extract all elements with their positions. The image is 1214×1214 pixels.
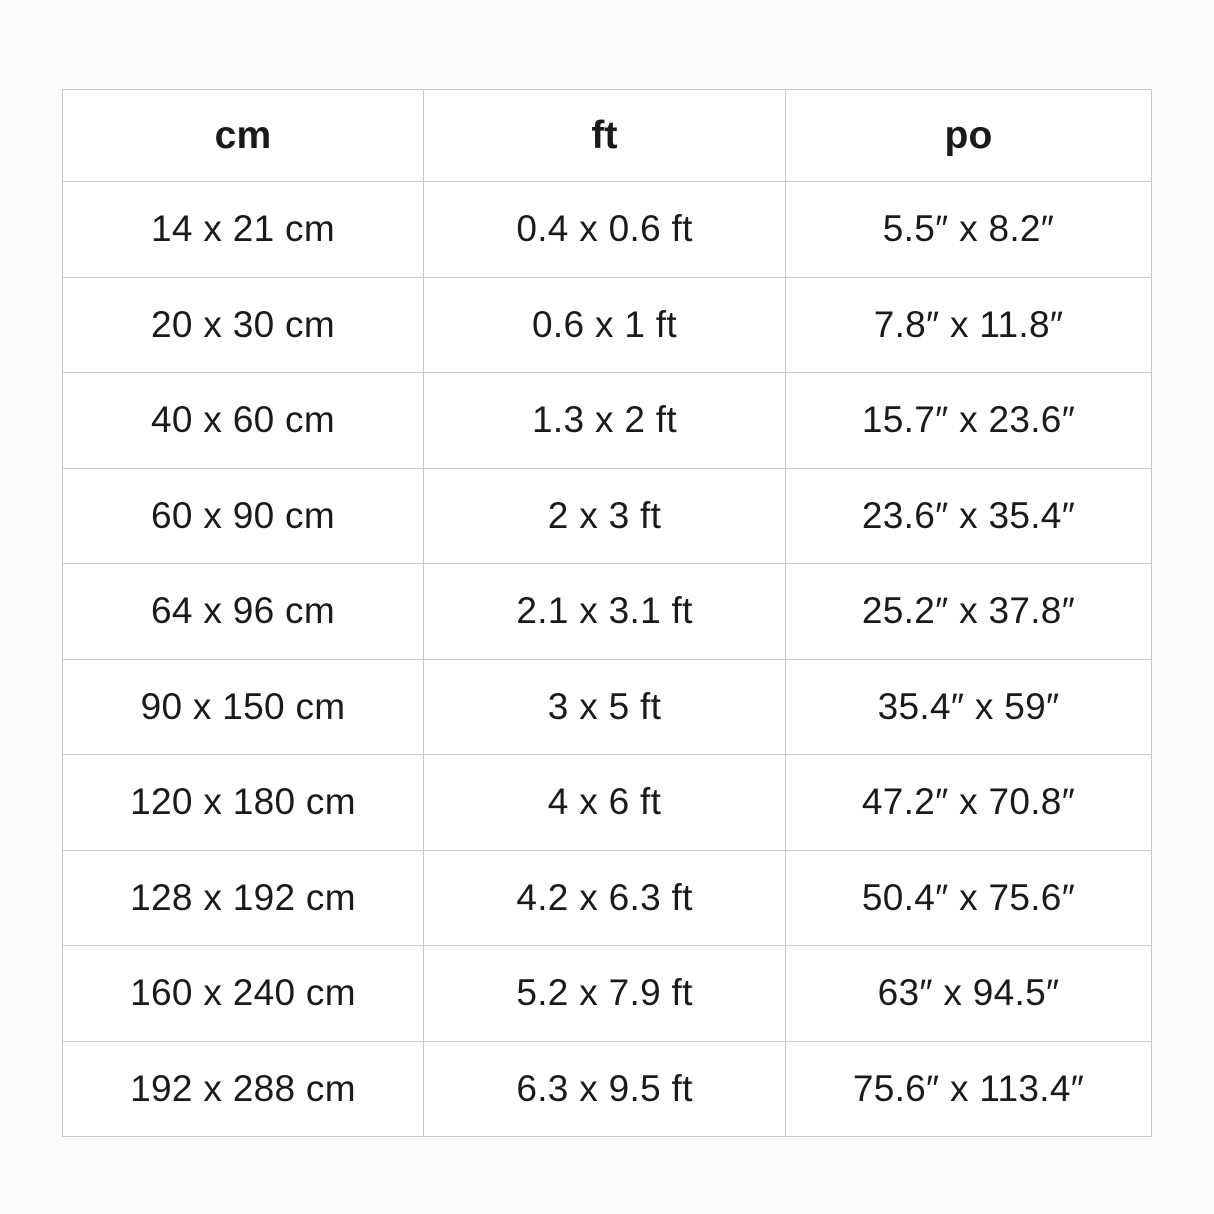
cell-cm: 60 x 90 cm	[62, 467, 424, 564]
table-row: 160 x 240 cm 5.2 x 7.9 ft 63″ x 94.5″	[62, 945, 1152, 1042]
cell-ft: 3 x 5 ft	[423, 658, 786, 755]
cell-ft: 6.3 x 9.5 ft	[423, 1040, 786, 1137]
column-header-ft: ft	[423, 89, 786, 182]
table-row: 64 x 96 cm 2.1 x 3.1 ft 25.2″ x 37.8″	[62, 563, 1152, 660]
cell-po: 7.8″ x 11.8″	[785, 276, 1152, 373]
cell-po: 23.6″ x 35.4″	[785, 467, 1152, 564]
cell-po: 15.7″ x 23.6″	[785, 372, 1152, 469]
cell-po: 5.5″ x 8.2″	[785, 181, 1152, 278]
table-row: 128 x 192 cm 4.2 x 6.3 ft 50.4″ x 75.6″	[62, 849, 1152, 946]
cell-cm: 160 x 240 cm	[62, 945, 424, 1042]
cell-po: 47.2″ x 70.8″	[785, 754, 1152, 851]
table-row: 40 x 60 cm 1.3 x 2 ft 15.7″ x 23.6″	[62, 372, 1152, 469]
cell-po: 25.2″ x 37.8″	[785, 563, 1152, 660]
cell-ft: 0.4 x 0.6 ft	[423, 181, 786, 278]
table-row: 90 x 150 cm 3 x 5 ft 35.4″ x 59″	[62, 658, 1152, 755]
table-header-row: cm ft po	[62, 89, 1152, 182]
cell-cm: 192 x 288 cm	[62, 1040, 424, 1137]
cell-cm: 14 x 21 cm	[62, 181, 424, 278]
cell-ft: 4.2 x 6.3 ft	[423, 849, 786, 946]
cell-po: 63″ x 94.5″	[785, 945, 1152, 1042]
cell-cm: 40 x 60 cm	[62, 372, 424, 469]
cell-cm: 20 x 30 cm	[62, 276, 424, 373]
table-row: 192 x 288 cm 6.3 x 9.5 ft 75.6″ x 113.4″	[62, 1040, 1152, 1137]
table-row: 20 x 30 cm 0.6 x 1 ft 7.8″ x 11.8″	[62, 276, 1152, 373]
cell-cm: 128 x 192 cm	[62, 849, 424, 946]
size-conversion-table: cm ft po 14 x 21 cm 0.4 x 0.6 ft 5.5″ x …	[62, 89, 1152, 1137]
table-row: 14 x 21 cm 0.4 x 0.6 ft 5.5″ x 8.2″	[62, 181, 1152, 278]
table-row: 60 x 90 cm 2 x 3 ft 23.6″ x 35.4″	[62, 467, 1152, 564]
cell-ft: 2.1 x 3.1 ft	[423, 563, 786, 660]
cell-ft: 5.2 x 7.9 ft	[423, 945, 786, 1042]
cell-ft: 1.3 x 2 ft	[423, 372, 786, 469]
table-header: cm ft po	[62, 89, 1152, 182]
cell-ft: 2 x 3 ft	[423, 467, 786, 564]
table-body: 14 x 21 cm 0.4 x 0.6 ft 5.5″ x 8.2″ 20 x…	[62, 181, 1152, 1137]
table-row: 120 x 180 cm 4 x 6 ft 47.2″ x 70.8″	[62, 754, 1152, 851]
cell-ft: 4 x 6 ft	[423, 754, 786, 851]
cell-po: 75.6″ x 113.4″	[785, 1040, 1152, 1137]
column-header-po: po	[785, 89, 1152, 182]
cell-ft: 0.6 x 1 ft	[423, 276, 786, 373]
cell-cm: 120 x 180 cm	[62, 754, 424, 851]
column-header-cm: cm	[62, 89, 424, 182]
cell-cm: 90 x 150 cm	[62, 658, 424, 755]
cell-po: 35.4″ x 59″	[785, 658, 1152, 755]
cell-cm: 64 x 96 cm	[62, 563, 424, 660]
cell-po: 50.4″ x 75.6″	[785, 849, 1152, 946]
size-conversion-table-container: cm ft po 14 x 21 cm 0.4 x 0.6 ft 5.5″ x …	[62, 89, 1152, 1137]
